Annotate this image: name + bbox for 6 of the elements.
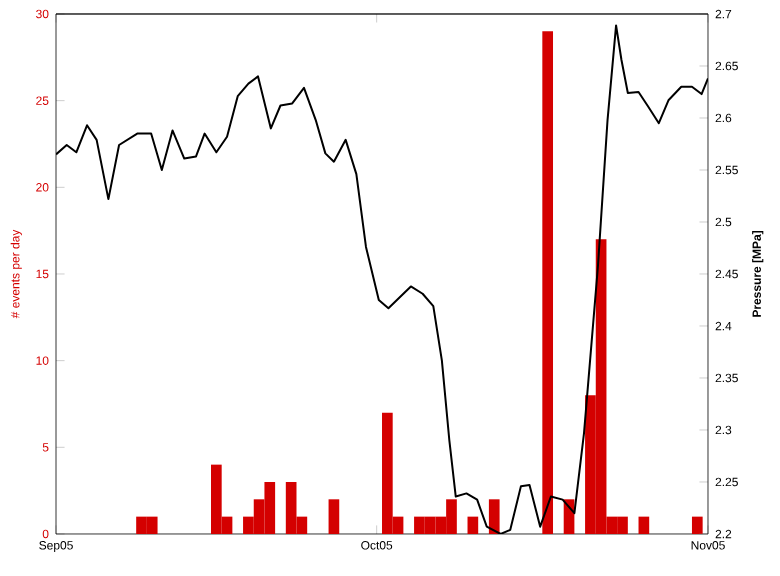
bar	[638, 516, 650, 534]
bar	[691, 516, 703, 534]
bar	[542, 31, 554, 534]
bar	[488, 499, 500, 534]
bar	[328, 499, 340, 534]
bar	[467, 516, 479, 534]
